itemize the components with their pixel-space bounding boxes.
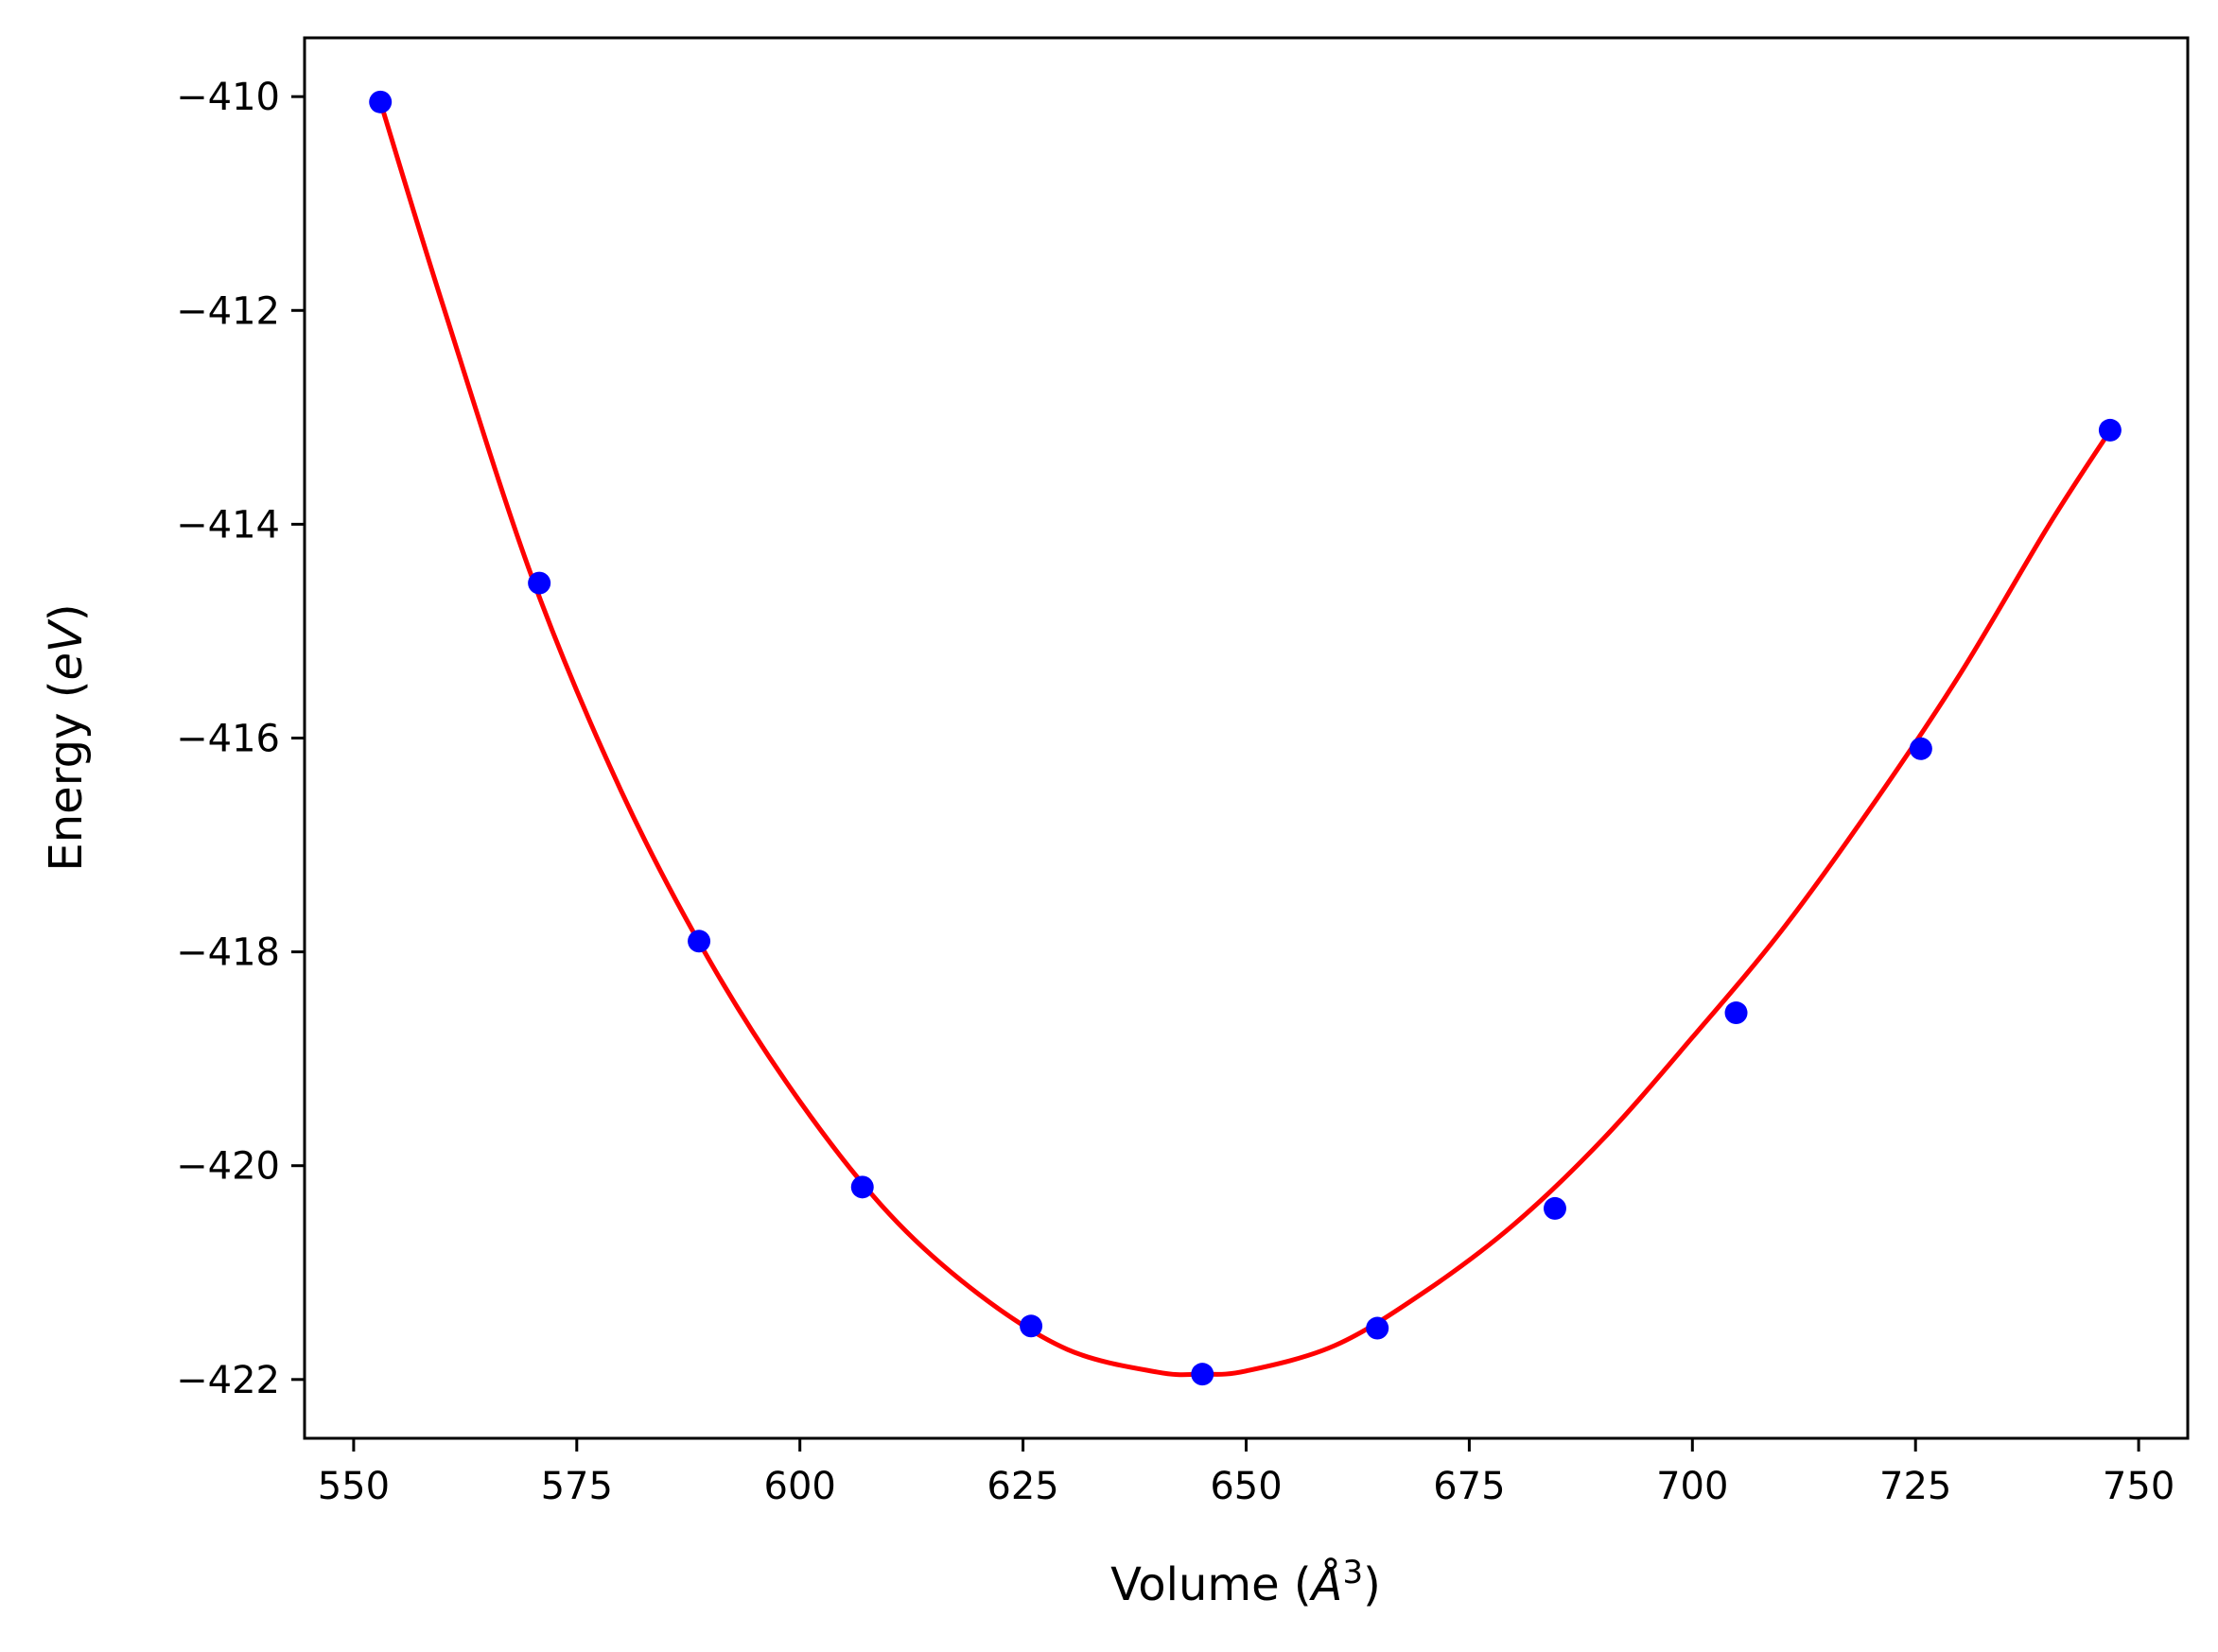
x-tick-label: 700 [1656, 1465, 1728, 1508]
data-point [369, 90, 393, 113]
x-tick-label: 625 [987, 1465, 1058, 1508]
x-tick-label: 750 [2103, 1465, 2174, 1508]
data-point [2098, 418, 2122, 442]
x-axis-label: Volume (Å3) [1110, 1554, 1381, 1611]
x-tick-label: 550 [318, 1465, 390, 1508]
x-tick-label: 600 [764, 1465, 836, 1508]
x-tick-label: 650 [1210, 1465, 1282, 1508]
y-tick-label: −416 [176, 718, 280, 761]
data-point [1543, 1196, 1566, 1220]
y-tick-label: −420 [176, 1145, 280, 1189]
y-tick-label: −412 [176, 289, 280, 333]
y-tick-label: −422 [176, 1359, 280, 1402]
y-tick-label: −414 [176, 503, 280, 547]
data-point [850, 1175, 874, 1199]
y-tick-label: −410 [176, 76, 280, 119]
plot-background [305, 38, 2188, 1438]
data-point [1020, 1314, 1043, 1338]
y-axis-label: Energy (eV) [40, 603, 93, 871]
data-point [1366, 1316, 1389, 1340]
data-point [528, 571, 551, 595]
plot-frame [303, 36, 2190, 1440]
x-axis-ticks: 550 575 600 625 650 675 700 725 750 [318, 1438, 2174, 1508]
data-point [688, 930, 711, 953]
data-point [1724, 1001, 1748, 1025]
y-axis-ticks: −422 −420 −418 −416 −414 −412 −410 [176, 76, 305, 1402]
x-tick-label: 725 [1879, 1465, 1951, 1508]
x-tick-label: 575 [541, 1465, 613, 1508]
x-tick-label: 675 [1433, 1465, 1505, 1508]
data-point [1191, 1363, 1214, 1386]
y-tick-label: −418 [176, 931, 280, 975]
data-points [369, 90, 2122, 1386]
data-point [1909, 737, 1932, 760]
